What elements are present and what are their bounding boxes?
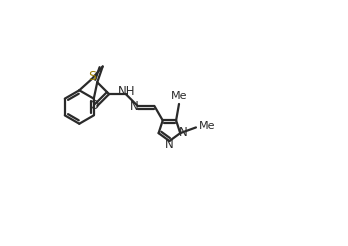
Text: N: N (179, 126, 188, 139)
Text: N: N (165, 138, 173, 151)
Text: O: O (90, 99, 99, 112)
Text: S: S (88, 70, 96, 83)
Text: NH: NH (118, 85, 135, 98)
Text: Me: Me (171, 91, 187, 101)
Text: N: N (130, 100, 139, 113)
Text: Me: Me (198, 121, 215, 131)
